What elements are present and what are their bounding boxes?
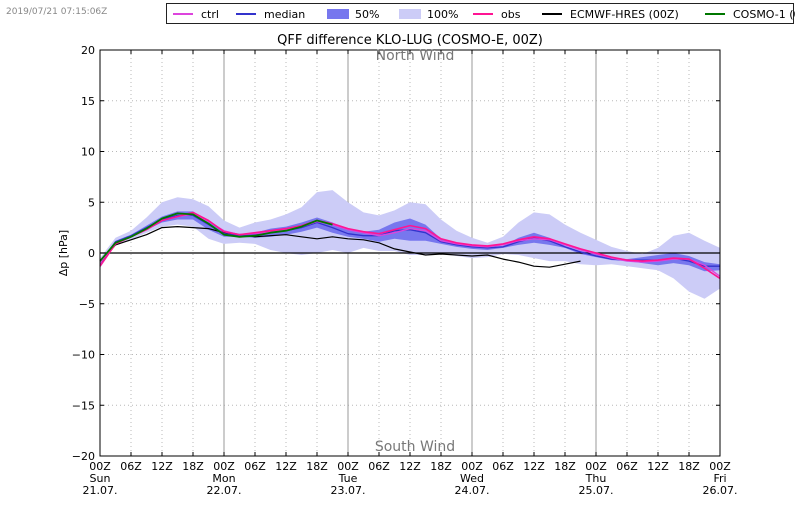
y-tick-label: −20 — [72, 450, 95, 463]
y-tick-label: 5 — [88, 196, 95, 209]
x-tick-label: 06Z — [616, 460, 638, 473]
timestamp: 2019/07/21 07:15:06Z — [6, 7, 108, 17]
x-tick-label: Sun — [90, 472, 111, 485]
x-tick-label: Thu — [585, 472, 607, 485]
series-ecmwf-hres — [99, 226, 581, 268]
x-tick-label: 18Z — [678, 460, 700, 473]
x-tick-label: 12Z — [275, 460, 297, 473]
x-tick-label: 18Z — [554, 460, 576, 473]
x-tick-label: 12Z — [151, 460, 173, 473]
x-tick-label: 18Z — [430, 460, 452, 473]
x-tick-label: 23.07. — [331, 484, 366, 497]
y-tick-label: 0 — [88, 247, 95, 260]
y-tick-label: 15 — [81, 95, 95, 108]
x-tick-label: 25.07. — [579, 484, 614, 497]
legend-swatch-2 — [327, 9, 349, 19]
x-tick-label: 18Z — [182, 460, 204, 473]
x-tick-label: 00Z — [585, 460, 607, 473]
annotation-north-wind: North Wind — [376, 48, 455, 64]
legend-swatch-3 — [399, 9, 421, 19]
legend-label-1: median — [264, 8, 305, 21]
x-tick-label: 00Z — [213, 460, 235, 473]
legend-label-6: COSMO-1 (03Z) — [733, 8, 795, 21]
chart-legend: ctrl median 50% 100% obs ECMWF-HRES (00Z) COSM… — [166, 3, 800, 24]
band-50pct — [100, 211, 720, 272]
x-tick-label: 18Z — [306, 460, 328, 473]
x-tick-label: 22.07. — [207, 484, 242, 497]
x-tick-label: 06Z — [244, 460, 266, 473]
series-obs — [99, 211, 721, 280]
y-tick-label: −15 — [72, 399, 95, 412]
x-tick-label: 06Z — [120, 460, 142, 473]
x-tick-label: Tue — [338, 472, 358, 485]
x-tick-label: 00Z — [461, 460, 483, 473]
x-tick-label: 00Z — [337, 460, 359, 473]
x-tick-label: 26.07. — [703, 484, 738, 497]
y-tick-label: 10 — [81, 146, 95, 159]
x-tick-label: 12Z — [399, 460, 421, 473]
legend-label-5: ECMWF-HRES (00Z) — [570, 8, 679, 21]
band-100pct — [100, 190, 720, 299]
annotation-south-wind: South Wind — [375, 439, 455, 455]
legend-canvas: ctrl median 50% 100% obs ECMWF-HRES (00Z) COSM… — [173, 8, 800, 21]
x-tick-label: Wed — [460, 472, 484, 485]
x-tick-label: Fri — [713, 472, 726, 485]
series-ctrl — [99, 213, 721, 277]
x-tick-label: 12Z — [523, 460, 545, 473]
y-tick-label: −10 — [72, 349, 95, 362]
legend-label-2: 50% — [355, 8, 379, 21]
x-tick-label: Mon — [212, 472, 235, 485]
x-tick-label: 06Z — [368, 460, 390, 473]
x-tick-label: 00Z — [709, 460, 731, 473]
legend-label-3: 100% — [427, 8, 458, 21]
y-tick-label: −5 — [79, 298, 95, 311]
x-tick-label: 24.07. — [455, 484, 490, 497]
legend-label-0: ctrl — [201, 8, 219, 21]
y-tick-label: 20 — [81, 44, 95, 57]
y-axis-label: Δp [hPa] — [57, 230, 70, 276]
x-tick-label: 06Z — [492, 460, 514, 473]
chart-title: QFF difference KLO-LUG (COSMO-E, 00Z) — [277, 33, 543, 48]
x-tick-label: 21.07. — [83, 484, 118, 497]
series-cosmo1 — [99, 212, 333, 262]
x-tick-label: 00Z — [89, 460, 111, 473]
legend-label-4: obs — [501, 8, 521, 21]
x-tick-label: 12Z — [647, 460, 669, 473]
